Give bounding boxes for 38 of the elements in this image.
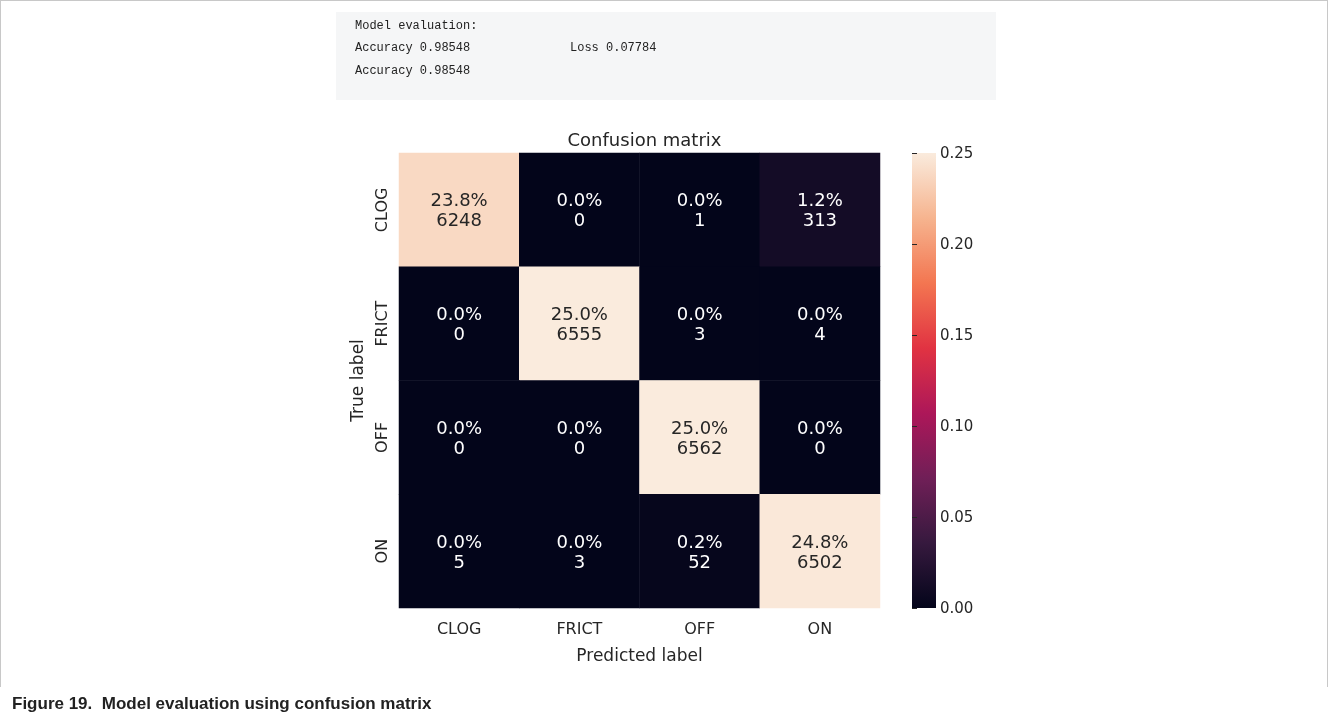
color-bar-label: 0.15 — [940, 326, 974, 344]
color-bar-label: 0.20 — [940, 235, 974, 253]
data-label: 0.0% 0 — [556, 189, 603, 231]
data-label: 0.0% 4 — [797, 303, 843, 345]
x-tick-label: ON — [807, 618, 833, 638]
data-label: 0.0% 5 — [436, 530, 482, 572]
text: Accuracy 0.98548 — [355, 64, 471, 78]
data-label: 0.0% 3 — [556, 530, 603, 572]
chart-title: Confusion matrix — [567, 128, 722, 150]
data-label: 23.8% 6248 — [430, 189, 488, 231]
x-tick-label: FRICT — [556, 618, 603, 638]
color-bar-label: 0.10 — [940, 417, 974, 435]
y-tick-label: FRICT — [371, 300, 391, 347]
data-label: 0.0% 1 — [676, 189, 723, 231]
y-tick-label: CLOG — [371, 187, 391, 233]
caption: Figure 19. Model evaluation using confusion matrix — [12, 693, 432, 713]
text: Model evaluation: — [355, 19, 478, 33]
text: Loss 0.07784 — [570, 41, 657, 55]
color-bar-label: 0.00 — [940, 599, 974, 617]
data-label: 0.0% 0 — [556, 416, 603, 458]
y-axis-title: True label — [346, 339, 367, 423]
y-tick-label: OFF — [371, 421, 391, 453]
data-label: 24.8% 6502 — [791, 530, 849, 572]
x-tick-label: CLOG — [436, 618, 482, 638]
data-label: 25.0% 6562 — [671, 416, 729, 458]
data-label: 0.0% 0 — [797, 416, 843, 458]
text: Accuracy 0.98548 — [355, 41, 471, 55]
x-tick-label: OFF — [684, 618, 716, 638]
data-label: 1.2% 313 — [797, 189, 843, 231]
color-bar-label: 0.25 — [940, 144, 974, 162]
data-label: 0.2% 52 — [676, 530, 723, 572]
y-tick-label: ON — [371, 538, 391, 564]
data-label: 0.0% 0 — [436, 303, 482, 345]
data-label: 0.0% 3 — [676, 303, 723, 345]
x-axis-title: Predicted label — [576, 644, 703, 665]
color-bar-label: 0.05 — [940, 508, 974, 526]
data-label: 25.0% 6555 — [550, 303, 608, 345]
data-label: 0.0% 0 — [436, 416, 482, 458]
